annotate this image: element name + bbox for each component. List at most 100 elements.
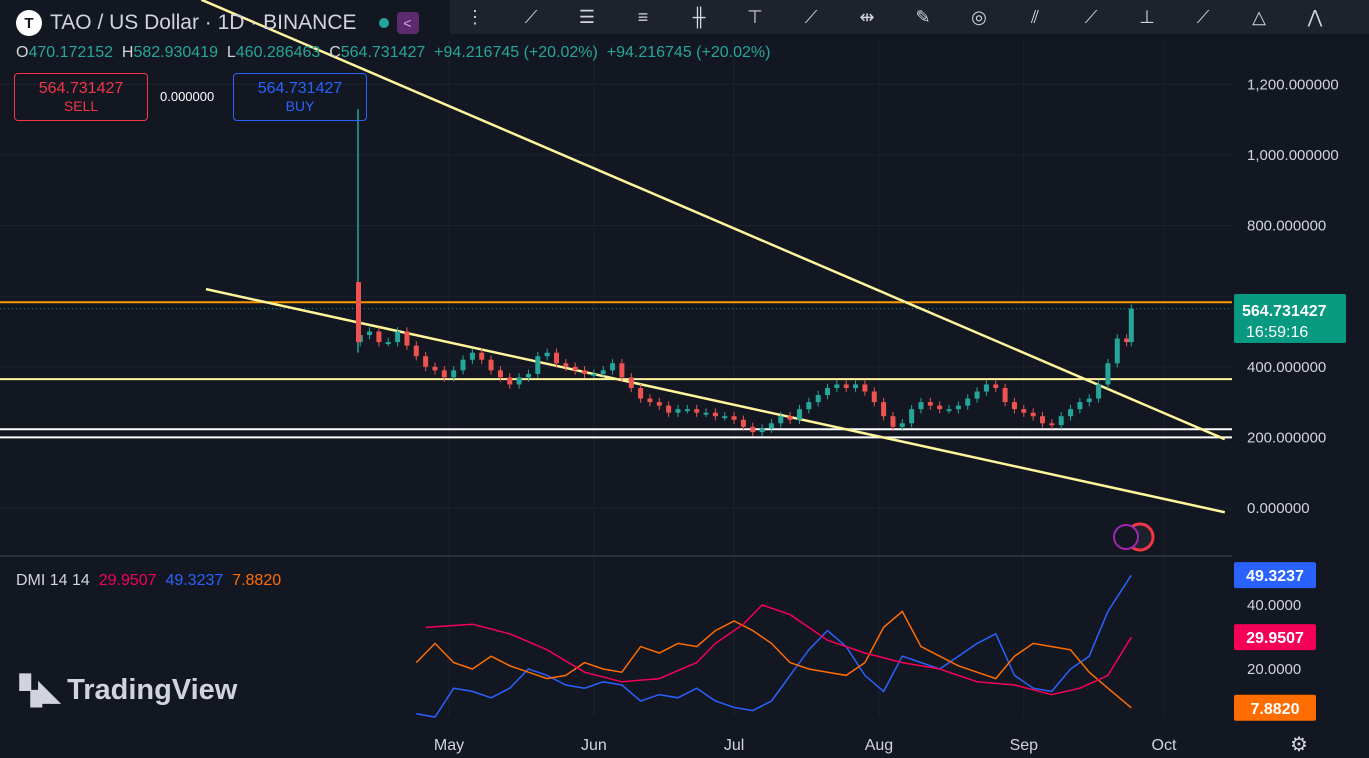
candle-body xyxy=(1011,402,1017,410)
candle-body xyxy=(750,426,756,433)
pattern-icon[interactable]: ╫ xyxy=(692,6,706,27)
candle-body xyxy=(946,409,952,412)
spread-value: 0.000000 xyxy=(160,89,215,104)
tradingview-logo[interactable]: ▚◣ TradingView xyxy=(20,674,237,707)
candle-body xyxy=(404,331,410,346)
candle-body xyxy=(787,416,793,420)
symbol-title[interactable]: TAO / US Dollar · 1D · BINANCE xyxy=(50,11,357,34)
candle-body xyxy=(638,387,644,399)
brush-icon[interactable]: ✎ xyxy=(915,6,931,27)
candle-body xyxy=(367,331,373,336)
candle-body xyxy=(385,342,391,345)
candle-body xyxy=(712,412,718,417)
candle-body xyxy=(395,331,401,343)
candle-body xyxy=(451,370,457,378)
y-tick-label: 1,200.000000 xyxy=(1247,76,1339,93)
dmi-legend[interactable]: DMI 14 14 29.9507 49.3237 7.8820 xyxy=(16,572,281,590)
flag-badge[interactable] xyxy=(1113,522,1155,552)
low-label: L xyxy=(226,44,236,61)
sell-button[interactable]: 564.731427 SELL xyxy=(14,73,148,121)
candle-body xyxy=(497,370,503,378)
candle-body xyxy=(1068,409,1074,417)
candle-body xyxy=(600,370,606,374)
y-tick-label: 1,000.000000 xyxy=(1247,147,1339,164)
market-open-dot-icon xyxy=(378,18,389,28)
candle-body xyxy=(619,363,625,378)
last-price-label: 564.731427 16:59:16 xyxy=(1234,294,1346,343)
dmi-value-labels: 49.3237 7.8820 29.9507 xyxy=(1234,562,1316,721)
triangle-icon[interactable]: △ xyxy=(1252,6,1266,27)
candle-body xyxy=(1124,338,1130,343)
ray-icon[interactable]: ⟋ xyxy=(804,6,818,27)
change-value: +94.216745 (+20.02%) xyxy=(434,44,598,61)
dmi-y-tick-label: 20.0000 xyxy=(1247,661,1301,678)
candle-body xyxy=(881,402,887,417)
x-tick-label: Oct xyxy=(1152,737,1177,754)
candle-body xyxy=(535,356,541,374)
candle-body xyxy=(656,402,662,406)
dmi-last-value-badge xyxy=(1234,624,1316,651)
pitchfork-icon[interactable]: ⫽ xyxy=(1030,6,1040,27)
x-tick-label: May xyxy=(434,737,464,754)
measure-icon[interactable]: ⇹ xyxy=(859,6,875,27)
y-tick-label: 200.000000 xyxy=(1247,429,1326,446)
x-axis-ticks: May Jun Jul Aug Sep Oct xyxy=(434,737,1177,754)
price-scale[interactable] xyxy=(1232,36,1369,716)
high-value: 582.930419 xyxy=(133,44,218,61)
candle-body xyxy=(432,366,438,371)
countdown-text: 16:59:16 xyxy=(1246,324,1308,341)
candle-body xyxy=(965,398,971,406)
last-price-text: 564.731427 xyxy=(1242,303,1327,320)
candle-body xyxy=(843,384,849,388)
buy-button[interactable]: 564.731427 BUY xyxy=(233,73,367,121)
parallel-channel-icon[interactable]: ≡ xyxy=(637,6,649,27)
close-value: 564.731427 xyxy=(340,44,426,61)
candle-body xyxy=(628,377,634,388)
candle-body xyxy=(356,282,361,343)
candle-body xyxy=(553,352,559,364)
settings-gear-icon[interactable]: ⚙ xyxy=(1290,734,1308,756)
candle-body xyxy=(1128,308,1134,343)
candle-body xyxy=(983,384,989,392)
candle-body xyxy=(469,352,475,360)
extended-line-icon[interactable]: ⟋ xyxy=(1084,6,1098,27)
candle-body xyxy=(834,384,840,388)
drawing-toolbar: ⋮ ⟋ ☰ ≡ ╫ ⊤ ⟋ ⇹ ✎ ◎ ⫽ ⟋ ⊥ ⟋ △ ⋀ xyxy=(450,0,1369,34)
low-value: 460.286463 xyxy=(235,44,321,61)
candle-body xyxy=(1086,398,1092,403)
info-line-icon[interactable]: ⟋ xyxy=(1196,6,1210,27)
candle-body xyxy=(890,416,896,427)
circle-icon[interactable]: ◎ xyxy=(971,6,987,27)
y-tick-label: 400.000000 xyxy=(1247,359,1326,376)
xabcd-icon[interactable]: ⋀ xyxy=(1307,6,1323,27)
candle-body xyxy=(488,359,494,371)
candle-body xyxy=(862,384,868,392)
candle-body xyxy=(1105,363,1111,385)
dmi-last-value-text: 49.3237 xyxy=(1246,568,1304,585)
candle-body xyxy=(563,363,569,367)
candle-body xyxy=(1114,338,1120,364)
candle-body xyxy=(516,377,522,385)
symbol-header[interactable]: T TAO / US Dollar · 1D · BINANCE < xyxy=(16,10,419,36)
candle-body xyxy=(1021,409,1027,413)
candle-body xyxy=(544,352,550,357)
candle-body xyxy=(778,416,784,424)
horizontal-ray-icon[interactable]: ⊥ xyxy=(1139,6,1155,27)
y-axis-ticks: 0.000000 200.000000 400.000000 800.000000 1,… xyxy=(1247,76,1339,678)
dmi-y-tick-label: 40.0000 xyxy=(1247,597,1301,614)
trend-line-icon[interactable]: ⟋ xyxy=(524,6,538,27)
trend-lines xyxy=(200,0,1226,514)
share-icon[interactable]: < xyxy=(396,12,419,34)
vertical-line-icon[interactable]: ⊤ xyxy=(747,6,763,27)
fib-icon[interactable]: ☰ xyxy=(578,6,596,27)
candle-body xyxy=(927,402,933,406)
candle-body xyxy=(731,416,737,420)
candle-body xyxy=(796,409,802,420)
candle-body xyxy=(376,331,382,343)
dmi-line-di xyxy=(415,610,1132,709)
high-label: H xyxy=(121,44,134,61)
more-icon[interactable]: ⋮ xyxy=(466,6,484,27)
dmi-last-value-text: 7.8820 xyxy=(1251,701,1300,718)
candle-body xyxy=(1002,387,1008,403)
